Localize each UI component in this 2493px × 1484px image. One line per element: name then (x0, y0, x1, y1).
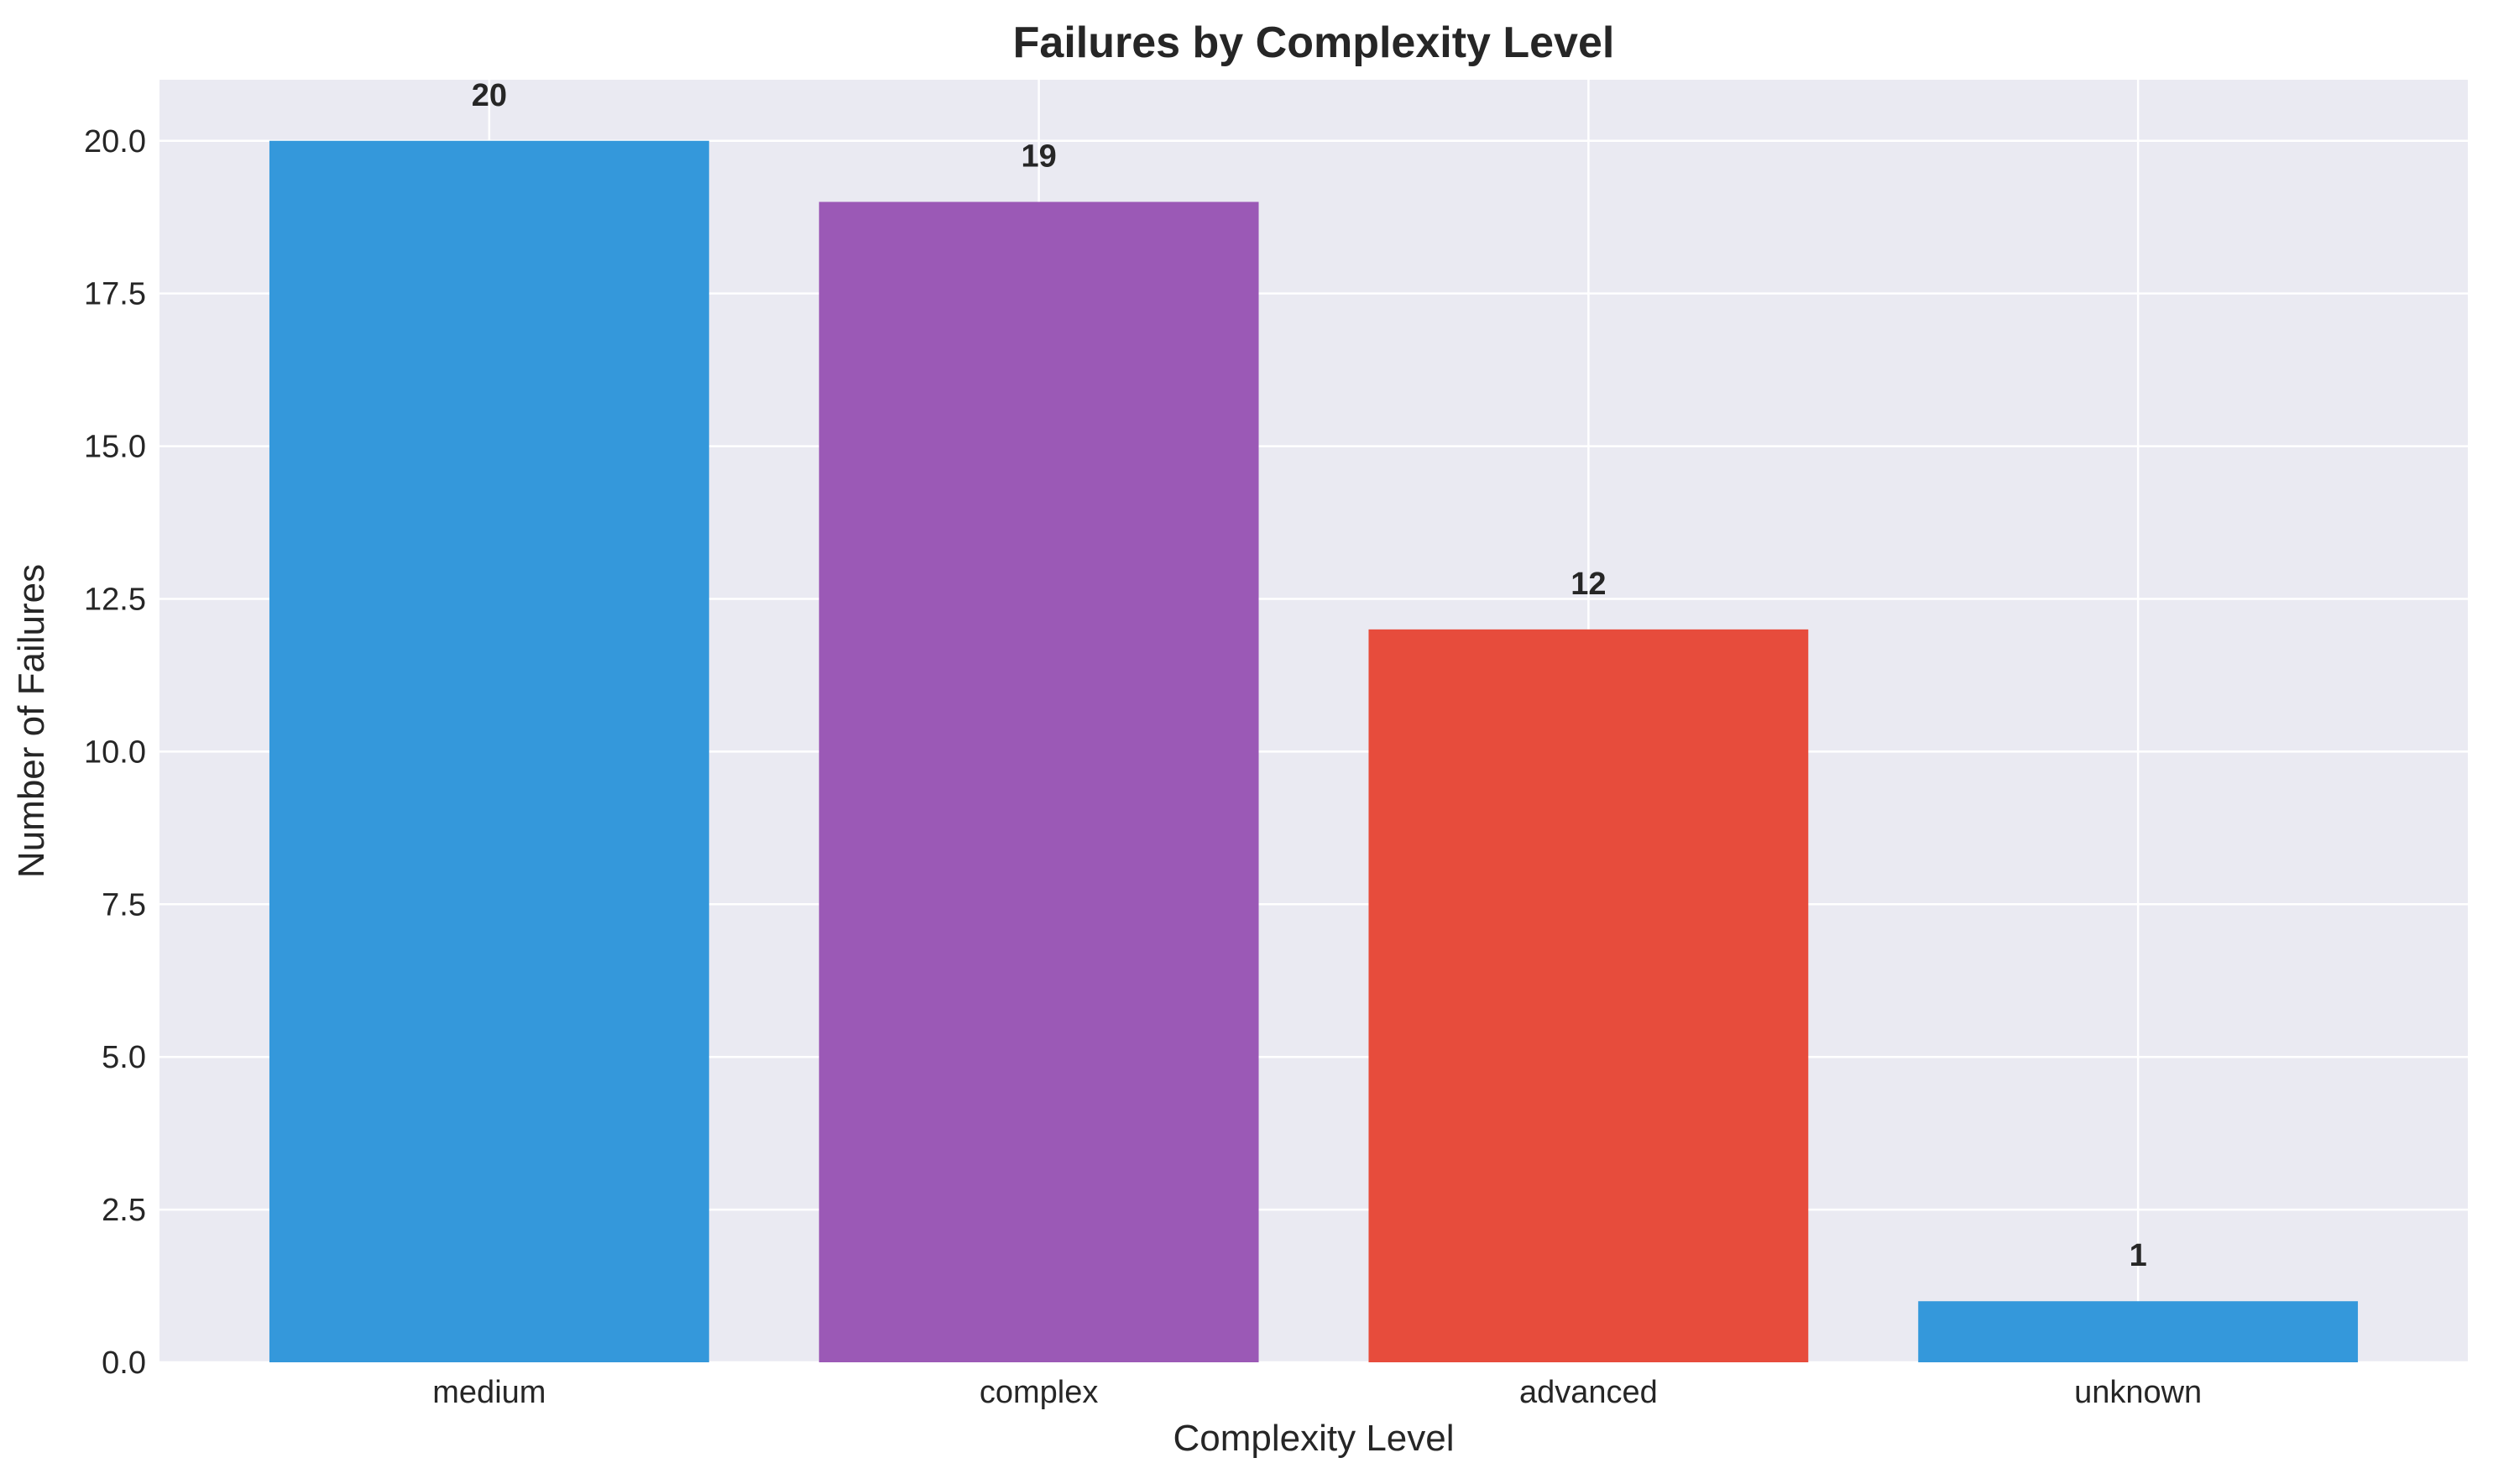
y-tick-label: 7.5 (102, 887, 146, 922)
y-tick-label: 17.5 (84, 277, 146, 312)
bars (269, 140, 2359, 1362)
data-label-complex: 19 (1021, 139, 1056, 175)
y-tick-label: 12.5 (84, 582, 146, 617)
x-axis-label: Complexity Level (1173, 1418, 1454, 1459)
x-axis-ticks: medium complex advanced unknown (432, 1375, 2202, 1410)
y-tick-label: 15.0 (84, 430, 146, 465)
bar-medium (269, 140, 709, 1362)
bar-advanced (1368, 629, 1809, 1362)
y-axis-label: Number of Failures (11, 564, 52, 878)
y-tick-label: 2.5 (102, 1193, 146, 1228)
y-tick-label: 5.0 (102, 1040, 146, 1075)
x-tick-label-complex: complex (980, 1375, 1099, 1410)
data-label-advanced: 12 (1571, 567, 1606, 602)
bar-unknown (1918, 1301, 2359, 1362)
data-labels: 20 19 12 1 (472, 78, 2147, 1273)
x-tick-label-unknown: unknown (2074, 1375, 2202, 1410)
y-tick-label: 20.0 (84, 124, 146, 159)
x-tick-label-medium: medium (432, 1375, 546, 1410)
y-axis-ticks: 0.0 2.5 5.0 7.5 10.0 12.5 15.0 17.5 20.0 (84, 124, 146, 1381)
data-label-unknown: 1 (2130, 1238, 2147, 1273)
bar-complex (818, 201, 1259, 1362)
chart-title: Failures by Complexity Level (1013, 18, 1615, 67)
y-tick-label: 10.0 (84, 734, 146, 770)
data-label-medium: 20 (472, 78, 507, 113)
x-tick-label-advanced: advanced (1519, 1375, 1658, 1410)
y-tick-label: 0.0 (102, 1346, 146, 1381)
